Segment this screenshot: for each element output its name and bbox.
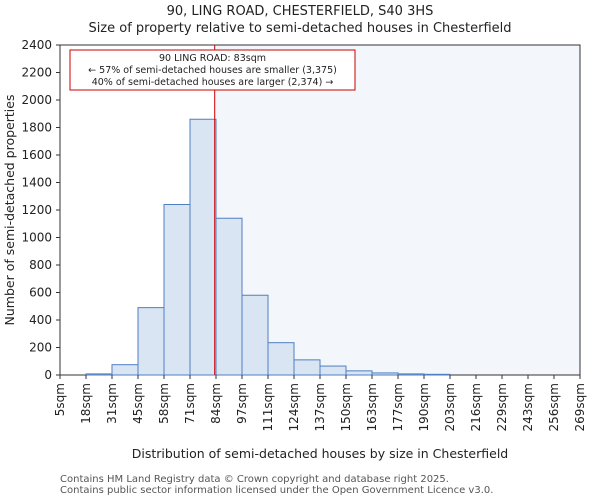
- bar-150sqm: [345, 370, 373, 376]
- y-tick-label: 2400: [21, 38, 52, 52]
- chart-title: 90, LING ROAD, CHESTERFIELD, S40 3HS: [166, 4, 434, 19]
- x-tick-label: 84sqm: [209, 383, 223, 424]
- y-tick-label: 2000: [21, 93, 52, 107]
- x-tick-label: 269sqm: [573, 383, 587, 431]
- y-tick-label: 0: [44, 368, 52, 382]
- y-tick-label: 400: [29, 313, 52, 327]
- x-axis-label: Distribution of semi-detached houses by …: [132, 446, 508, 461]
- bar-177sqm: [397, 373, 425, 376]
- x-tick-label: 203sqm: [443, 383, 457, 431]
- bar-97sqm: [241, 294, 269, 376]
- y-tick-label: 2200: [21, 66, 52, 80]
- footer-line-1: Contains HM Land Registry data © Crown c…: [60, 474, 449, 485]
- x-tick-label: 124sqm: [287, 383, 301, 431]
- x-tick-label: 97sqm: [235, 383, 249, 424]
- bar-45sqm: [137, 307, 165, 376]
- x-tick-label: 177sqm: [391, 383, 405, 431]
- x-axis: 5sqm 18sqm 31sqm 45sqm 58sqm 71sqm 84sqm 97sqm 1…: [53, 375, 587, 431]
- annotation-box: [69, 49, 356, 91]
- y-tick-label: 800: [29, 258, 52, 272]
- bar-84sqm: [215, 217, 243, 376]
- bar-18sqm: [85, 373, 113, 376]
- bar-163sqm: [371, 372, 399, 376]
- bar-124sqm: [293, 359, 321, 376]
- y-tick-label: 1000: [21, 231, 52, 245]
- bars-group: [85, 118, 451, 376]
- x-tick-label: 243sqm: [521, 383, 535, 431]
- footer-line-2: Contains public sector information licen…: [60, 485, 494, 496]
- x-tick-label: 150sqm: [339, 383, 353, 431]
- y-tick-label: 1400: [21, 176, 52, 190]
- x-tick-label: 137sqm: [313, 383, 327, 431]
- y-axis-label: Number of semi-detached properties: [2, 95, 17, 326]
- y-tick-label: 600: [29, 286, 52, 300]
- annotation-line-2: ← 57% of semi-detached houses are smalle…: [88, 65, 337, 76]
- larger-region-highlight: [214, 45, 580, 375]
- x-tick-label: 58sqm: [157, 383, 171, 424]
- bar-31sqm: [111, 364, 139, 376]
- annotation-line-3: 40% of semi-detached houses are larger (…: [92, 77, 334, 88]
- x-tick-label: 5sqm: [53, 383, 67, 416]
- x-tick-label: 229sqm: [495, 383, 509, 431]
- x-tick-label: 190sqm: [417, 383, 431, 431]
- x-tick-label: 111sqm: [261, 383, 275, 431]
- x-tick-label: 18sqm: [79, 383, 93, 424]
- x-tick-label: 31sqm: [105, 383, 119, 424]
- chart-subtitle: Size of property relative to semi-detach…: [88, 21, 512, 36]
- x-tick-label: 216sqm: [469, 383, 483, 431]
- x-tick-label: 256sqm: [547, 383, 561, 431]
- y-tick-label: 1200: [21, 203, 52, 217]
- bar-111sqm: [267, 342, 295, 376]
- y-tick-label: 1600: [21, 148, 52, 162]
- x-tick-label: 71sqm: [183, 383, 197, 424]
- bar-190sqm: [423, 373, 451, 376]
- y-tick-label: 200: [29, 341, 52, 355]
- y-tick-label: 1800: [21, 121, 52, 135]
- x-tick-label: 163sqm: [365, 383, 379, 431]
- y-axis: 0 200 400 600 800 1000 1200 1400 1600 1800 2000 220…: [21, 38, 60, 382]
- bar-58sqm: [163, 204, 191, 376]
- x-tick-label: 45sqm: [131, 383, 145, 424]
- annotation-line-1: 90 LING ROAD: 83sqm: [159, 53, 266, 64]
- bar-71sqm: [189, 118, 217, 376]
- bar-137sqm: [319, 365, 347, 376]
